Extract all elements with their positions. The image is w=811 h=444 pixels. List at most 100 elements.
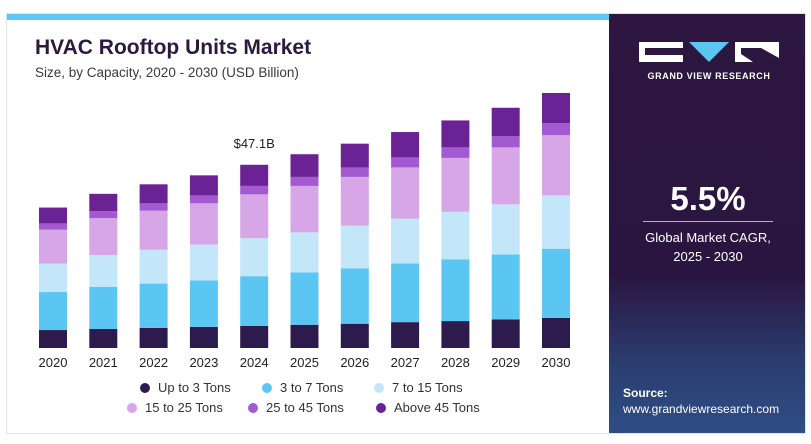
- legend-item-25-to-45-tons: 25 to 45 Tons: [248, 400, 344, 415]
- bar-segment-above-45-tons-2026: [340, 143, 369, 168]
- bar-segment-7-to-15-tons-2023: [189, 244, 218, 281]
- cagr-value: 5.5%: [670, 180, 746, 217]
- bar-segment-up-to-3-tons-2020: [39, 330, 67, 348]
- legend-label: 7 to 15 Tons: [392, 380, 463, 395]
- x-tick-label-2029: 2029: [491, 355, 520, 370]
- bar-segment-3-to-7-tons-2024: [240, 276, 269, 326]
- cagr-label-line1: Global Market CAGR,: [645, 230, 771, 245]
- legend-item-3-to-7-tons: 3 to 7 Tons: [262, 380, 343, 395]
- bar-segment-up-to-3-tons-2028: [441, 321, 470, 348]
- stacked-bar-chart: 2020 2021 2022 2023 2024 $47.1B 2025 2026 2027 20…: [39, 92, 571, 370]
- source-label: Source:: [623, 386, 668, 400]
- bar-segment-7-to-15-tons-2021: [89, 255, 118, 287]
- logo-mark-icon: [639, 42, 779, 62]
- source-link[interactable]: www.grandviewresearch.com: [623, 402, 780, 416]
- bar-segment-7-to-15-tons-2020: [39, 263, 67, 293]
- bar-segment-up-to-3-tons-2023: [189, 326, 218, 348]
- bar-segment-15-to-25-tons-2029: [491, 147, 520, 205]
- bar-segment-25-to-45-tons-2023: [189, 195, 218, 204]
- legend-item-7-to-15-tons: 7 to 15 Tons: [374, 380, 463, 395]
- bar-segment-15-to-25-tons-2023: [189, 203, 218, 245]
- legend-label: 15 to 25 Tons: [145, 400, 223, 415]
- bar-segment-25-to-45-tons-2029: [491, 136, 520, 148]
- bar-segment-15-to-25-tons-2021: [89, 218, 118, 256]
- bar-segment-7-to-15-tons-2026: [340, 225, 369, 269]
- x-tick-label-2027: 2027: [391, 355, 420, 370]
- bar-segment-up-to-3-tons-2025: [290, 324, 319, 348]
- x-tick-label-2023: 2023: [189, 355, 218, 370]
- bar-segment-15-to-25-tons-2026: [340, 176, 369, 226]
- bar-segment-7-to-15-tons-2025: [290, 232, 319, 273]
- bar-segment-25-to-45-tons-2026: [340, 167, 369, 177]
- legend-label: Above 45 Tons: [394, 400, 480, 415]
- legend-swatch-icon: [374, 383, 384, 393]
- chart-legend: Up to 3 Tons 3 to 7 Tons 7 to 15 Tons 15 to…: [7, 378, 609, 428]
- legend-item-15-to-25-tons: 15 to 25 Tons: [127, 400, 223, 415]
- cagr-label: Global Market CAGR, 2025 - 2030: [609, 228, 805, 266]
- bar-segment-25-to-45-tons-2021: [89, 211, 118, 219]
- accent-bar: [7, 14, 609, 20]
- legend-label: 3 to 7 Tons: [280, 380, 344, 395]
- brand-name: GRAND VIEW RESEARCH: [647, 71, 771, 81]
- bar-segment-3-to-7-tons-2022: [139, 283, 168, 328]
- x-tick-label-2026: 2026: [340, 355, 369, 370]
- bar-segment-above-45-tons-2030: [542, 92, 570, 124]
- legend-item-above-45-tons: Above 45 Tons: [376, 400, 480, 415]
- cagr-label-line2: 2025 - 2030: [673, 249, 743, 264]
- bar-segment-3-to-7-tons-2026: [340, 268, 369, 324]
- x-tick-label-2022: 2022: [139, 355, 168, 370]
- bar-segment-above-45-tons-2024: [240, 164, 269, 186]
- bar-segment-25-to-45-tons-2025: [290, 176, 319, 186]
- legend-swatch-icon: [127, 403, 137, 413]
- bar-segment-7-to-15-tons-2027: [391, 218, 420, 264]
- bar-segment-above-45-tons-2028: [441, 120, 470, 148]
- bar-segment-above-45-tons-2022: [139, 184, 168, 204]
- bar-segment-up-to-3-tons-2021: [89, 328, 118, 348]
- bar-segment-25-to-45-tons-2022: [139, 203, 168, 211]
- legend-swatch-icon: [262, 383, 272, 393]
- bar-segment-15-to-25-tons-2025: [290, 185, 319, 233]
- chart-title: HVAC Rooftop Units Market: [35, 36, 312, 59]
- bar-segment-up-to-3-tons-2022: [139, 327, 168, 348]
- bar-segment-up-to-3-tons-2027: [391, 322, 420, 348]
- bar-segment-3-to-7-tons-2021: [89, 286, 118, 329]
- bar-segment-above-45-tons-2021: [89, 193, 118, 212]
- bar-segment-7-to-15-tons-2024: [240, 238, 269, 277]
- bar-segment-above-45-tons-2029: [491, 107, 520, 137]
- x-tick-label-2030: 2030: [542, 355, 571, 370]
- legend-swatch-icon: [248, 403, 258, 413]
- legend-item-up-to-3-tons: Up to 3 Tons: [140, 380, 231, 395]
- legend-label: 25 to 45 Tons: [266, 400, 344, 415]
- bar-segment-above-45-tons-2020: [39, 207, 67, 224]
- bar-segment-25-to-45-tons-2027: [391, 157, 420, 168]
- bar-segment-7-to-15-tons-2028: [441, 211, 470, 260]
- bar-segment-up-to-3-tons-2024: [240, 325, 269, 348]
- bar-segment-25-to-45-tons-2028: [441, 147, 470, 158]
- bar-segment-up-to-3-tons-2029: [491, 319, 520, 348]
- bar-segment-7-to-15-tons-2030: [542, 195, 570, 249]
- bar-segment-15-to-25-tons-2028: [441, 157, 470, 212]
- bar-segment-3-to-7-tons-2023: [189, 280, 218, 327]
- x-tick-label-2028: 2028: [441, 355, 470, 370]
- x-tick-label-2025: 2025: [290, 355, 319, 370]
- bar-segment-up-to-3-tons-2030: [542, 317, 570, 348]
- data-label-2024: $47.1B: [234, 136, 275, 151]
- bar-segment-7-to-15-tons-2029: [491, 204, 520, 255]
- cagr-divider: [643, 221, 773, 222]
- bar-segment-7-to-15-tons-2022: [139, 249, 168, 284]
- brand-logo: GRAND VIEW RESEARCH: [635, 38, 783, 98]
- bar-segment-15-to-25-tons-2022: [139, 210, 168, 250]
- bar-segment-up-to-3-tons-2026: [340, 323, 369, 348]
- bar-segment-3-to-7-tons-2020: [39, 292, 67, 331]
- bar-segment-3-to-7-tons-2025: [290, 272, 319, 325]
- x-tick-label-2020: 2020: [39, 355, 68, 370]
- legend-swatch-icon: [140, 383, 150, 393]
- bar-segment-3-to-7-tons-2028: [441, 259, 470, 322]
- legend-swatch-icon: [376, 403, 386, 413]
- bar-segment-25-to-45-tons-2030: [542, 123, 570, 136]
- summary-panel: GRAND VIEW RESEARCH 5.5% Global Market C…: [609, 14, 805, 433]
- bar-segment-15-to-25-tons-2030: [542, 135, 570, 196]
- bar-segment-3-to-7-tons-2029: [491, 254, 520, 320]
- x-tick-label-2024: 2024: [240, 355, 269, 370]
- bar-segment-15-to-25-tons-2024: [240, 194, 269, 239]
